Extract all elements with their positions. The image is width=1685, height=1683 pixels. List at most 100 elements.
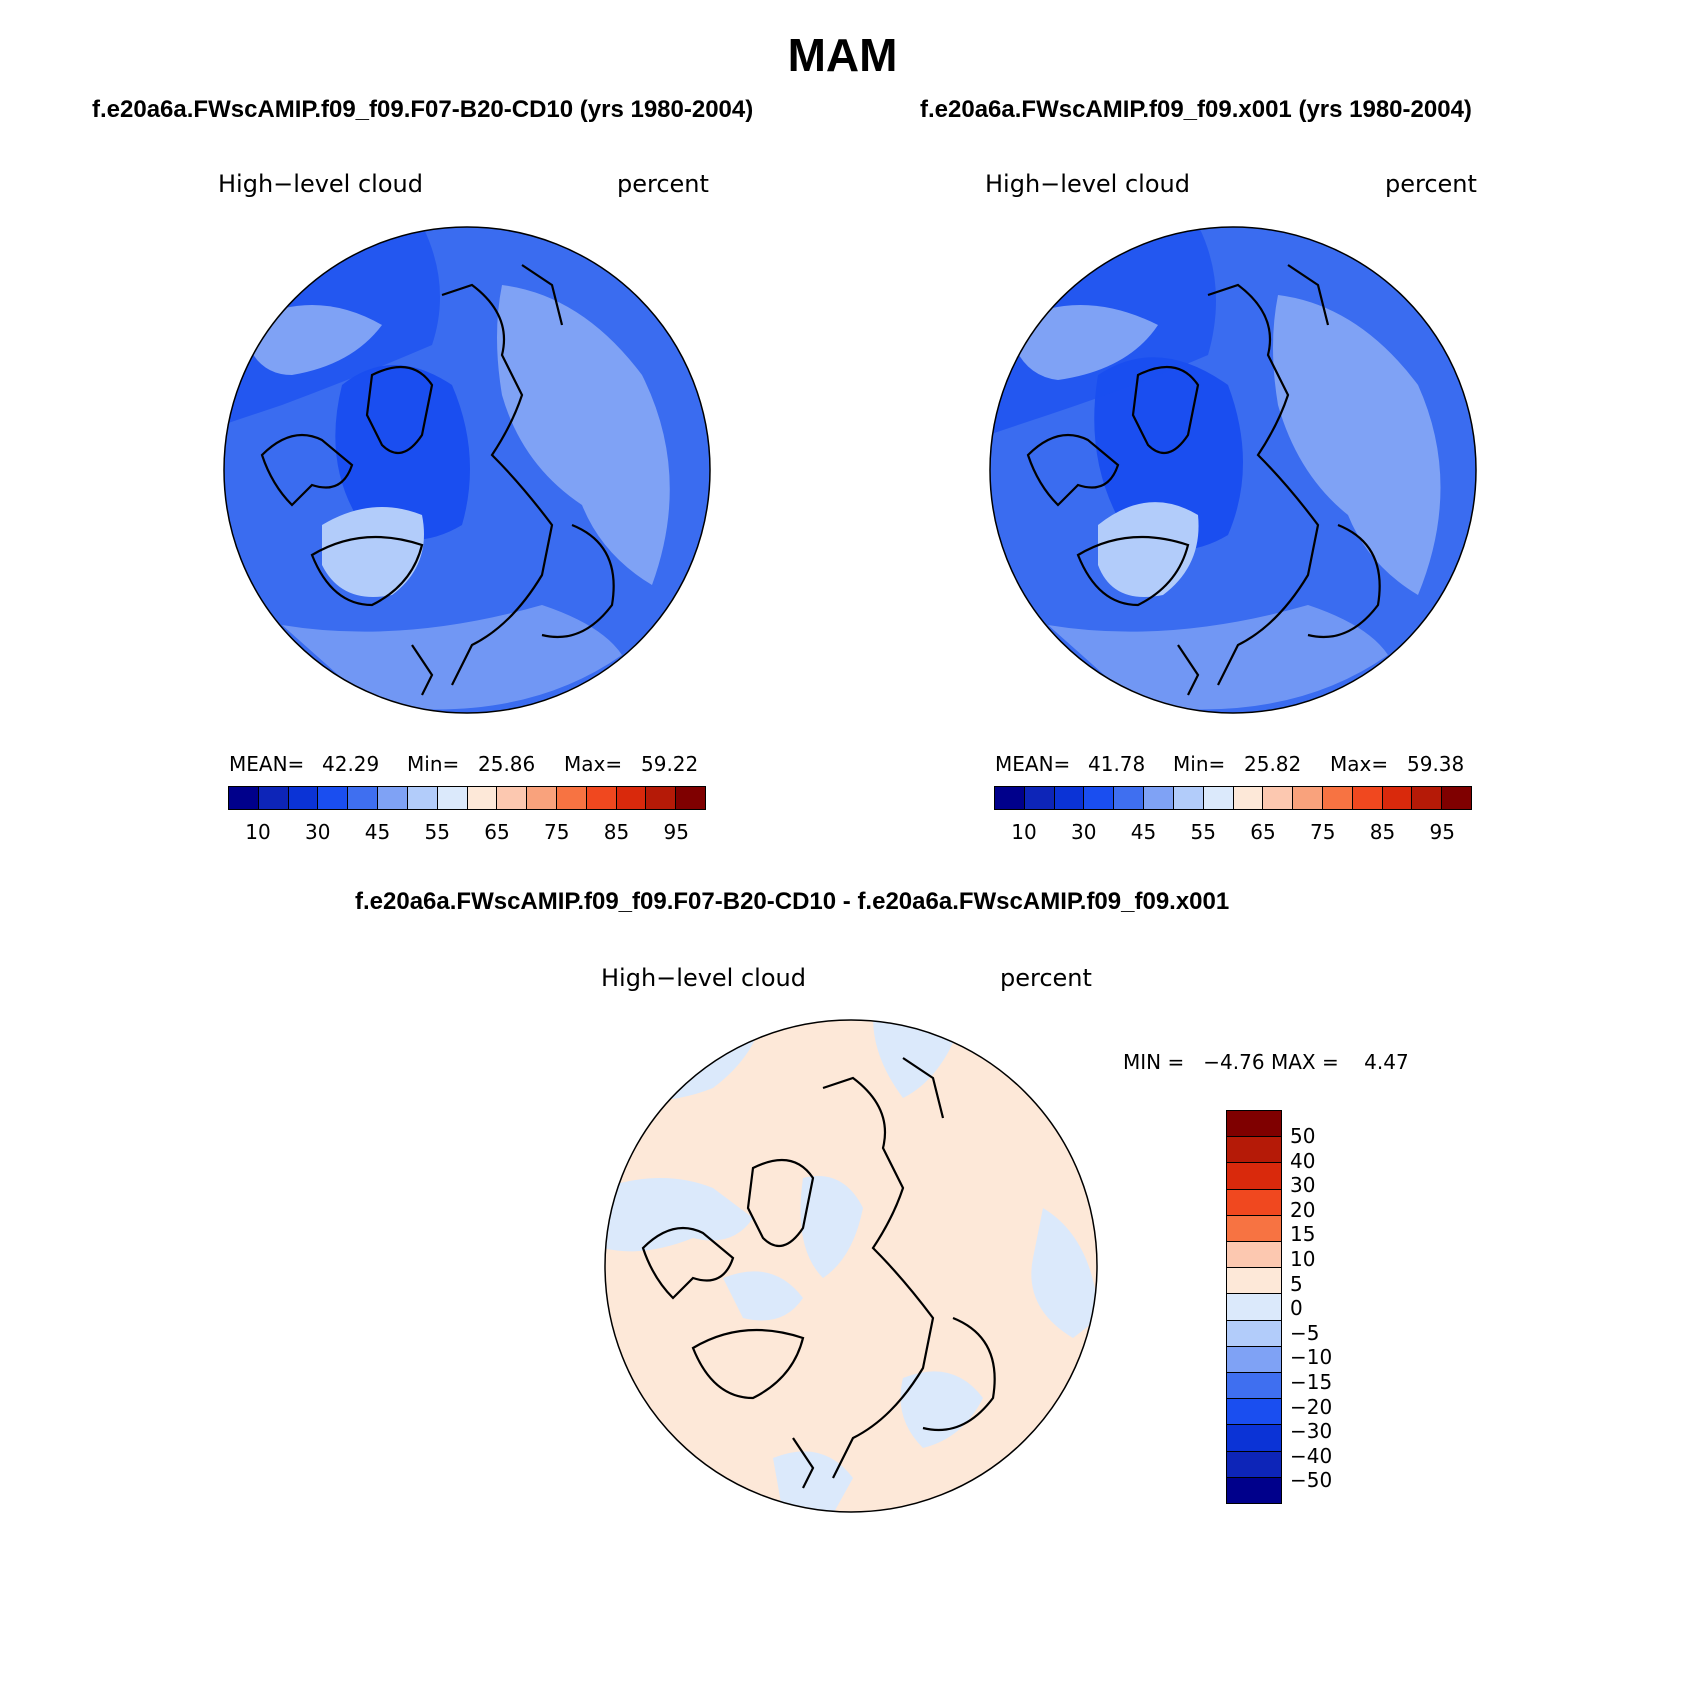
colorbar-swatch (1227, 1189, 1281, 1216)
colorbar-swatch (1322, 787, 1353, 809)
diff-units-label: percent (1000, 964, 1092, 992)
colorbar-swatch (348, 787, 379, 809)
colorbar-swatch (1227, 1215, 1281, 1243)
colorbar-swatch (527, 787, 557, 809)
colorbar-tick-label: −30 (1290, 1419, 1333, 1444)
right-mean-value: 41.78 (1088, 752, 1146, 776)
colorbar-swatch (1227, 1425, 1281, 1452)
right-min-value: 25.82 (1244, 752, 1302, 776)
left-colorbar (228, 786, 706, 810)
colorbar-tick-label: 85 (1369, 820, 1396, 844)
colorbar-tick-label: 10 (245, 820, 271, 844)
diff-map-negative-region-2 (873, 1020, 963, 1098)
figure-title: MAM (787, 29, 898, 81)
left-field-label: High−level cloud (218, 170, 423, 198)
diff-map-negative-region-8 (723, 1271, 803, 1321)
diff-map-negative-region-3 (605, 1178, 753, 1252)
colorbar-swatch (1233, 787, 1264, 809)
diff-map-negative-region-4 (800, 1176, 863, 1278)
left-map-light-region (497, 285, 670, 585)
right-colorbar (994, 786, 1472, 810)
diff-map-background (605, 1020, 1097, 1512)
colorbar-tick-label: −50 (1290, 1468, 1333, 1493)
colorbar-swatch (1203, 787, 1234, 809)
colorbar-tick-label: −15 (1290, 1370, 1333, 1394)
colorbar-swatch (1227, 1268, 1281, 1295)
colorbar-tick-label: 0 (1290, 1296, 1303, 1321)
colorbar-swatch (258, 787, 289, 809)
colorbar-swatch (1173, 787, 1204, 809)
colorbar-tick-label: 40 (1290, 1148, 1316, 1173)
right-panel-subtitle: f.e20a6a.FWscAMIP.f09_f09.x001 (yrs 1980… (920, 96, 1472, 123)
colorbar-swatch (1227, 1137, 1281, 1164)
left-min-label: Min= (407, 752, 460, 776)
colorbar-swatch (1227, 1320, 1281, 1347)
colorbar-tick-label: 65 (484, 820, 510, 844)
colorbar-tick-label: 95 (663, 820, 689, 844)
colorbar-tick-label: 75 (544, 820, 570, 844)
colorbar-tick-label: 20 (1290, 1197, 1316, 1222)
colorbar-swatch (1084, 787, 1115, 809)
colorbar-swatch (1227, 1242, 1281, 1269)
colorbar-tick-label: 30 (305, 820, 331, 844)
colorbar-tick-label: 45 (1130, 820, 1157, 844)
colorbar-swatch (497, 787, 528, 809)
colorbar-swatch (1054, 787, 1085, 809)
colorbar-swatch (407, 787, 438, 809)
colorbar-tick-label: 85 (603, 820, 630, 844)
left-max-label: Max= (564, 752, 623, 776)
right-min-label: Min= (1173, 752, 1226, 776)
colorbar-tick-label: 55 (1190, 820, 1216, 844)
left-mean-label: MEAN= (229, 752, 305, 776)
colorbar-swatch (467, 787, 498, 809)
colorbar-tick-label: 55 (424, 820, 450, 844)
diff-map-negative-region-5 (1031, 1208, 1097, 1338)
colorbar-swatch (437, 787, 468, 809)
right-polar-map (989, 226, 1477, 714)
right-map-dark-region (1094, 357, 1243, 550)
colorbar-tick-label: 95 (1429, 820, 1455, 844)
right-map-light-region-2 (1008, 305, 1158, 380)
colorbar-tick-label: −20 (1290, 1394, 1333, 1419)
diff-map-negative-region-6 (900, 1371, 983, 1448)
right-map-coastline (1026, 264, 1381, 696)
colorbar-tick-label: 10 (1290, 1247, 1316, 1271)
colorbar-tick-label: 30 (1071, 820, 1097, 844)
left-panel-subtitle: f.e20a6a.FWscAMIP.f09_f09.F07-B20-CD10 (… (92, 96, 754, 123)
right-map-bottom-region (1048, 605, 1388, 710)
diff-field-label: High−level cloud (601, 964, 806, 992)
colorbar-swatch (676, 787, 705, 809)
left-units-label: percent (617, 170, 709, 198)
colorbar-swatch (1114, 787, 1145, 809)
colorbar-swatch (1263, 787, 1294, 809)
right-mean-label: MEAN= (995, 752, 1071, 776)
colorbar-tick-label: −40 (1290, 1443, 1333, 1468)
colorbar-swatch (1227, 1294, 1281, 1321)
right-max-label: Max= (1330, 752, 1389, 776)
colorbar-tick-label: 75 (1310, 820, 1336, 844)
diff-panel-subtitle: f.e20a6a.FWscAMIP.f09_f09.F07-B20-CD10 -… (355, 888, 1230, 915)
diff-colorbar (1226, 1110, 1282, 1504)
left-map-bottom-region (282, 605, 622, 710)
left-polar-map (223, 226, 711, 714)
colorbar-swatch (1227, 1163, 1281, 1190)
colorbar-swatch (646, 787, 677, 809)
right-map-light-region (1273, 295, 1441, 595)
diff-map-coastline (641, 1057, 996, 1489)
colorbar-swatch (1227, 1111, 1281, 1138)
colorbar-tick-label: 30 (1290, 1173, 1316, 1198)
colorbar-swatch (1227, 1451, 1281, 1478)
colorbar-swatch (1352, 787, 1383, 809)
left-min-value: 25.86 (478, 752, 536, 776)
colorbar-swatch (1227, 1346, 1281, 1374)
right-max-value: 59.38 (1407, 752, 1465, 776)
colorbar-swatch (1227, 1373, 1281, 1400)
diff-map-negative-region-7 (773, 1451, 853, 1512)
diff-minmax-text: MIN = −4.76 MAX = 4.47 (1123, 1050, 1409, 1074)
left-max-value: 59.22 (641, 752, 699, 776)
diff-polar-map (604, 1019, 1098, 1513)
right-field-label: High−level cloud (985, 170, 1190, 198)
colorbar-swatch (1442, 787, 1471, 809)
left-map-coastline (260, 264, 615, 696)
colorbar-swatch (378, 787, 408, 809)
